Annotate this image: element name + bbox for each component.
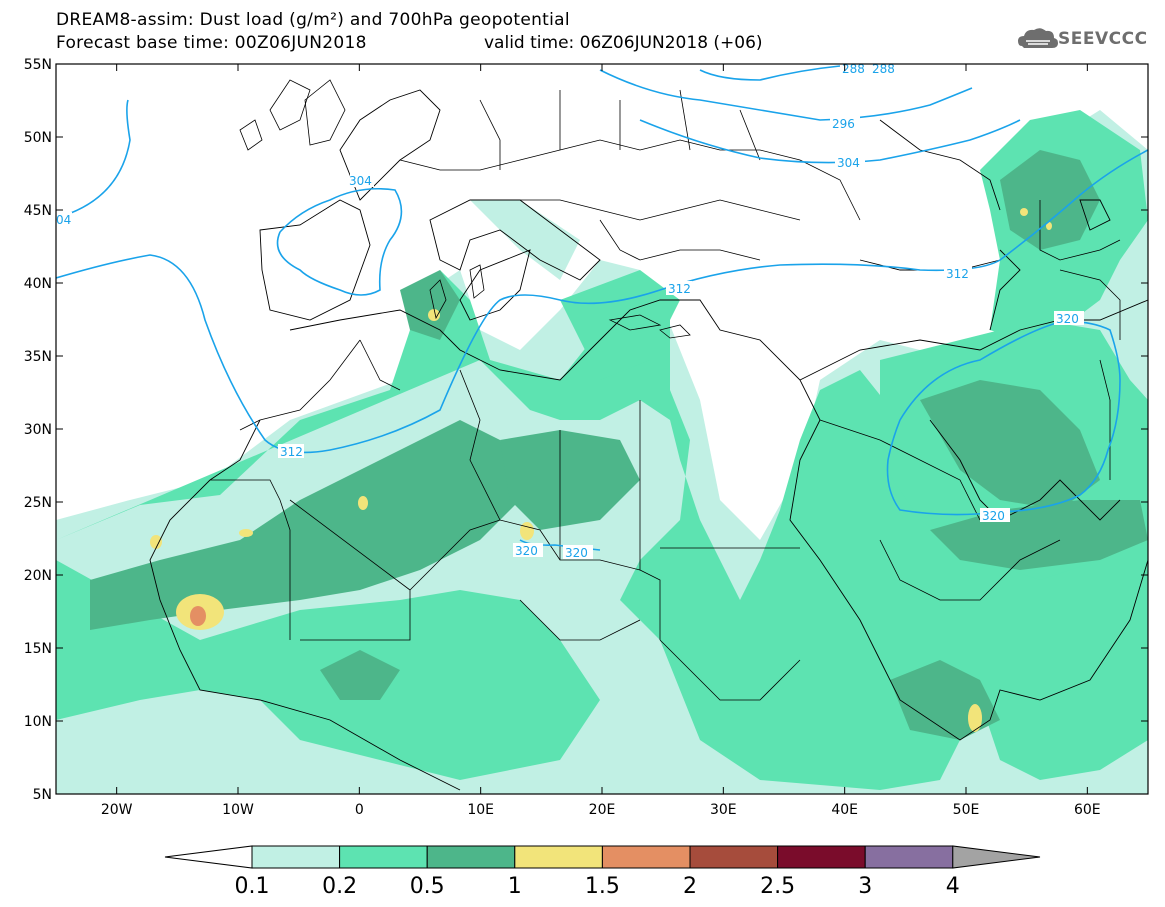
logo-text: SEEVCCC (1058, 29, 1148, 49)
colorbar-label: 2 (683, 874, 697, 899)
lat-label: 5N (33, 787, 52, 803)
colorbar-swatch (689, 845, 779, 869)
lat-label: 20N (24, 568, 52, 584)
valid-time: valid time: 06Z06JUN2018 (+06) (484, 33, 763, 53)
contour-label-320-b: 320 (515, 544, 538, 558)
colorbar-swatch (339, 845, 428, 869)
map-title: DREAM8-assim: Dust load (g/m²) and 700hP… (56, 10, 570, 30)
lon-label: 10E (467, 802, 494, 818)
lat-label: 55N (24, 57, 52, 73)
colorbar-label: 0.2 (322, 874, 357, 899)
forecast-base-time: Forecast base time: 00Z06JUN2018 (56, 33, 367, 53)
colorbar-labels: 0.1 0.2 0.5 1 1.5 2 2.5 3 4 (235, 874, 960, 899)
colorbar-swatch (864, 845, 954, 869)
lon-label: 20W (101, 802, 133, 818)
latitude-labels: 5N 10N 15N 20N 25N 30N 35N 40N 45N 50N 55N (24, 57, 52, 803)
colorbar-swatches (164, 845, 1041, 869)
contour-label-320-d: 320 (982, 509, 1005, 523)
colorbar-label: 1 (508, 874, 522, 899)
lon-label: 40E (831, 802, 858, 818)
cloud-logo-icon (1018, 28, 1058, 48)
contour-label-312-b: 312 (668, 282, 691, 296)
contour-label-304-a: 304 (349, 174, 372, 188)
lon-label: 60E (1074, 802, 1101, 818)
colorbar-swatch (601, 845, 691, 869)
colorbar-label: 0.1 (235, 874, 270, 899)
islands (239, 79, 691, 339)
lat-label: 15N (24, 641, 52, 657)
lon-label: 0 (355, 802, 364, 818)
lat-label: 40N (24, 276, 52, 292)
contour-label-288-b: 288 (872, 62, 895, 76)
country-borders (210, 89, 1121, 701)
lat-label: 45N (24, 203, 52, 219)
longitude-labels: 20W 10W 0 10E 20E 30E 40E 50E 60E (101, 802, 1101, 818)
colorbar-label: 0.5 (410, 874, 445, 899)
colorbar-swatch (514, 845, 603, 869)
lat-label: 35N (24, 349, 52, 365)
lat-label: 30N (24, 422, 52, 438)
contour-label-320-a: 320 (1056, 312, 1079, 326)
contour-labels: 304 04 312 312 312 296 304 288 288 320 3… (56, 62, 1084, 560)
lon-label: 20E (589, 802, 616, 818)
colorbar-swatch (251, 845, 341, 869)
lat-label: 50N (24, 130, 52, 146)
lon-label: 10W (222, 802, 254, 818)
colorbar-label: 4 (946, 874, 960, 899)
lat-label: 25N (24, 495, 52, 511)
lon-label: 50E (953, 802, 980, 818)
colorbar-label: 1.5 (585, 874, 620, 899)
contour-label-312-c: 312 (946, 267, 969, 281)
colorbar-label: 2.5 (760, 874, 795, 899)
contour-label-04: 04 (56, 213, 71, 227)
contour-label-288-a: 288 (842, 62, 865, 76)
lat-label: 10N (24, 714, 52, 730)
coastlines (149, 89, 1148, 791)
contour-label-304-b: 304 (837, 156, 860, 170)
lon-label: 30E (710, 802, 737, 818)
colorbar-under-triangle (164, 845, 253, 869)
colorbar-swatch (777, 845, 866, 869)
contour-label-320-c: 320 (565, 546, 588, 560)
dust-shading (56, 110, 1148, 794)
colorbar-label: 3 (858, 874, 872, 899)
colorbar-over-triangle (952, 845, 1041, 869)
colorbar-swatch (426, 845, 516, 869)
axis-ticks (56, 63, 1148, 795)
contour-label-312-a: 312 (280, 445, 303, 459)
contour-label-296: 296 (832, 117, 855, 131)
